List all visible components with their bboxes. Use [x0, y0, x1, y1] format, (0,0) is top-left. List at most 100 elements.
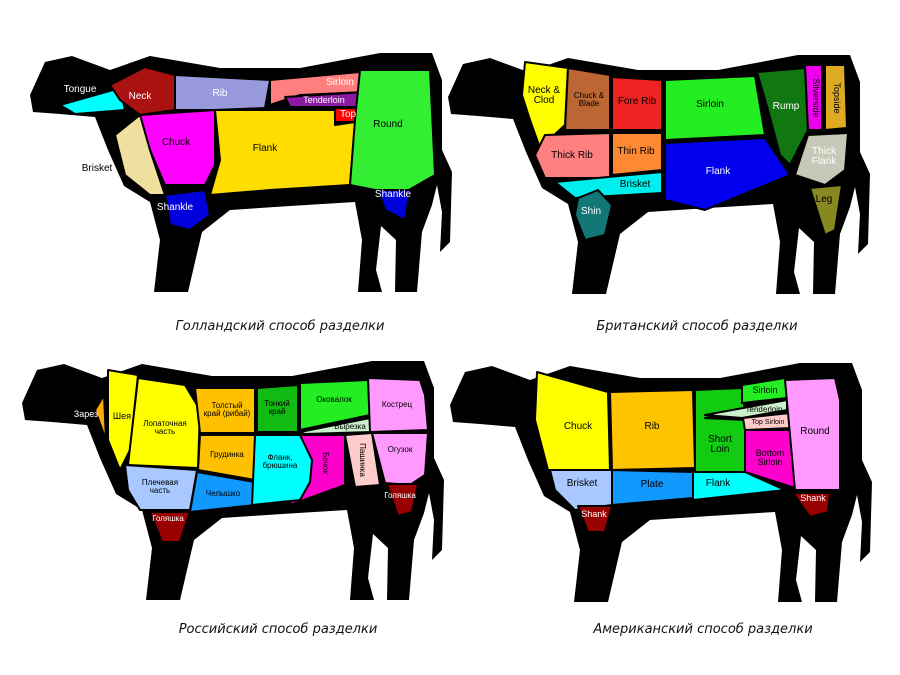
cut-label-box: Neck & Clod — [527, 84, 561, 106]
diagram-caption: Британский способ разделки — [596, 319, 797, 334]
cut-label-tongue: Tongue — [63, 83, 97, 95]
cut-label-box: Голяшка — [384, 490, 416, 500]
cut-label-box: Flank — [705, 165, 731, 177]
cut-region-голяшка — [149, 511, 191, 543]
cut-label-box: Челышко — [206, 489, 240, 498]
cut-label-topside: Topside — [831, 82, 842, 114]
cut-label-thick-flank: Thick Flank — [811, 145, 837, 167]
cut-label-шея: Шея — [112, 411, 132, 422]
cut-label-tenderloin: Tenderloin — [745, 404, 783, 414]
cut-label-box: Оковалок — [316, 394, 352, 404]
cut-label-rib: Rib — [212, 87, 228, 99]
cut-region-shank — [577, 505, 613, 533]
cut-region-пашинка — [344, 432, 381, 488]
cut-region-shankle — [164, 189, 211, 231]
cut-label-flank: Flank — [705, 165, 731, 177]
cut-region-толстый-край-рибай — [194, 387, 256, 434]
cut-label-box: Flank — [252, 142, 278, 154]
cut-label-box: Thin Rib — [617, 146, 654, 156]
cut-label-голяшка: Голяшка — [384, 490, 416, 500]
cut-region-thick-flank — [794, 132, 849, 186]
cut-label-plate: Plate — [640, 478, 664, 490]
cut-label-flank: Flank — [252, 142, 278, 154]
cut-label-box: Лопаточная часть — [143, 418, 187, 436]
cut-label-оковалок: Оковалок — [316, 394, 352, 404]
cut-label-box: Leg — [815, 193, 833, 205]
cut-label-neck: Neck — [128, 90, 152, 102]
cut-region-плечевая-часть — [124, 464, 198, 511]
cut-label-фланк-брюшина: Фланк, брюшина — [262, 452, 298, 470]
cut-label-тонкий-край: Тонкий край — [264, 398, 290, 416]
cut-label-box: Chuck — [563, 420, 593, 432]
cut-label-neck-clod: Neck & Clod — [527, 84, 561, 106]
cut-region-leg — [809, 184, 843, 236]
cut-label-box: Brisket — [567, 478, 598, 488]
cut-label-box: Sirloin — [326, 76, 354, 88]
cut-label-box: Flank — [706, 478, 730, 488]
cut-region-тонкий-край — [256, 384, 299, 433]
diagram-caption: Российский способ разделки — [179, 622, 378, 637]
cut-label-box: Шея — [112, 411, 132, 422]
cut-label-fore-rib: Fore Rib — [617, 95, 657, 107]
cut-label-box: Brisket — [82, 163, 113, 173]
cut-region-thin-rib — [611, 132, 663, 176]
cut-region-огузок — [371, 432, 429, 486]
cut-label-box: Bottom Sirloin — [755, 447, 785, 467]
cow-diagram-1: Tongue Neck Rib Sirloin Tenderloin Top Flank Ch… — [30, 53, 452, 334]
cut-label-box: Shin — [580, 205, 601, 217]
cut-label-sirloin: Sirloin — [752, 385, 778, 396]
cut-region-brisket — [554, 171, 663, 199]
cut-region-shin — [574, 189, 613, 241]
cut-region-зарез — [94, 394, 107, 441]
cut-label-box: Short Loin — [708, 433, 732, 455]
cut-label-box: Chuck & Blade — [574, 91, 604, 108]
cut-region-shank — [792, 492, 831, 518]
cut-label-box: Round — [800, 425, 830, 437]
cut-label-bottom-sirloin: Bottom Sirloin — [755, 447, 785, 467]
cut-region-shankle — [377, 189, 411, 221]
cut-label-box: Top — [340, 109, 356, 119]
cut-region-кострец — [367, 377, 429, 433]
cut-label-leg: Leg — [815, 193, 833, 205]
cut-label-short-loin: Short Loin — [708, 433, 732, 455]
cut-label-box: Плечевая часть — [142, 478, 178, 495]
cut-label-box: Sirloin — [752, 385, 778, 396]
cut-label-box: Brisket — [619, 178, 651, 190]
cow-diagram-3: Зарез Шея Лопаточная часть Толстый край (ри… — [22, 361, 444, 637]
cut-label-shin: Shin — [580, 205, 601, 217]
cut-label-box: Rump — [772, 100, 800, 112]
cut-label-rump: Rump — [772, 100, 800, 112]
cut-label-box: Фланк, брюшина — [262, 452, 298, 470]
cut-label-shankle: Shankle — [374, 188, 412, 200]
cut-label-box: Кострец — [381, 399, 413, 409]
cut-label-box: Грудинка — [210, 450, 244, 459]
cut-label-box: Sirloin — [696, 98, 724, 110]
cut-label-brisket: Brisket — [619, 178, 651, 190]
cut-label-round: Round — [373, 118, 403, 130]
cut-label-толстый-край-рибай: Толстый край (рибай) — [203, 400, 251, 418]
cut-label-лопаточная-часть: Лопаточная часть — [143, 418, 187, 436]
cut-label-зарез: Зарез — [73, 409, 99, 420]
cut-region-topside — [824, 64, 848, 131]
cut-label-box: Neck — [128, 90, 152, 102]
cut-label-голяшка: Голяшка — [152, 513, 184, 523]
cut-region-round — [784, 377, 841, 491]
cut-label-кострец: Кострец — [381, 399, 413, 409]
cut-label-round: Round — [800, 425, 830, 437]
cut-label-box: Fore Rib — [617, 95, 657, 107]
cut-label-вырезка: Вырезка — [334, 421, 366, 431]
cut-label-sirloin: Sirloin — [696, 98, 724, 110]
cut-region-flank — [692, 471, 786, 501]
cut-label-box: Rib — [212, 87, 228, 99]
cow-diagram-4: Chuck Rib Short Loin Sirloin Tenderloin Top S… — [450, 363, 872, 637]
cut-region-chuck-blade — [564, 67, 611, 131]
cut-label-box: Tenderloin — [303, 95, 345, 105]
cut-region-thick-rib — [534, 132, 611, 179]
cut-label-sirloin: Sirloin — [326, 76, 354, 88]
cut-label-box: Зарез — [73, 409, 99, 420]
cut-region-фланк-брюшина — [251, 434, 313, 506]
cut-label-chuck: Chuck — [563, 420, 593, 432]
cow-diagram-2: Neck & Clod Chuck & Blade Fore Rib Sirloin R… — [448, 55, 870, 334]
cut-label-box: Вырезка — [334, 421, 366, 431]
